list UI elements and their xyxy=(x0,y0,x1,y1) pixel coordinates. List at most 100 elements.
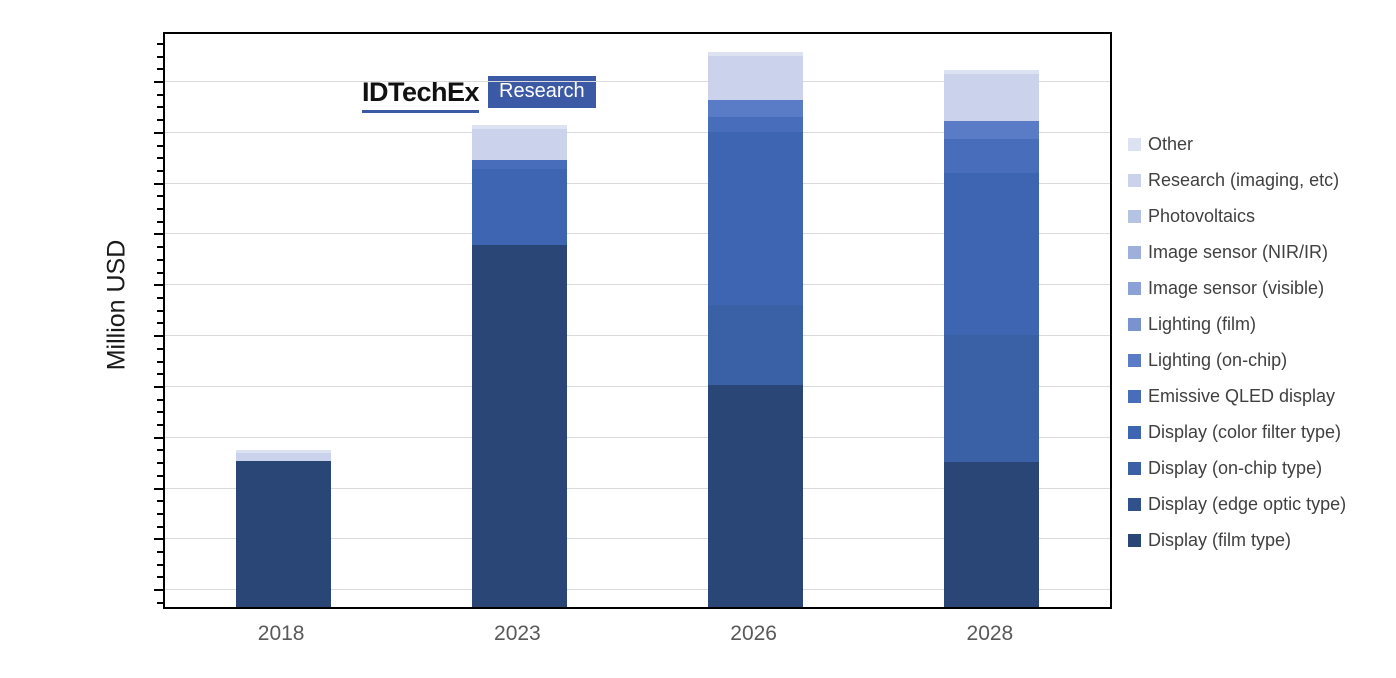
legend-item: Lighting (on-chip) xyxy=(1128,349,1396,371)
y-axis-minor-tick xyxy=(157,93,163,96)
y-gridline xyxy=(165,284,1110,286)
y-axis-major-tick xyxy=(154,436,163,439)
logo-underline xyxy=(362,109,480,113)
y-axis-major-tick xyxy=(154,81,163,83)
legend-label: Lighting (film) xyxy=(1148,313,1257,334)
y-axis-minor-tick xyxy=(157,322,163,325)
y-axis-minor-tick xyxy=(157,208,163,211)
x-axis-label-2026: 2026 xyxy=(730,622,777,645)
bar-segment-display-film-type xyxy=(235,461,331,607)
bar-group-2026 xyxy=(708,34,804,607)
y-axis-minor-tick xyxy=(157,551,163,554)
y-axis-minor-tick xyxy=(157,271,163,274)
x-axis-label-2018: 2018 xyxy=(257,622,305,645)
y-axis-minor-tick xyxy=(157,462,163,465)
bar-segment-display-film-type xyxy=(708,385,804,607)
y-axis-major-tick xyxy=(154,589,163,592)
y-axis-minor-tick xyxy=(157,144,163,147)
legend-label: Emissive QLED display xyxy=(1148,385,1336,406)
bar-segment-display-film-type xyxy=(471,245,567,607)
legend-label: Image sensor (NIR/IR) xyxy=(1148,241,1329,262)
y-axis-minor-tick xyxy=(157,42,163,45)
y-axis-minor-tick xyxy=(157,347,163,350)
bar-segment-research-imaging-etc xyxy=(235,453,331,461)
legend-swatch-icon xyxy=(1128,209,1141,223)
bar-group-2028 xyxy=(944,34,1040,607)
legend-swatch-icon xyxy=(1128,425,1141,439)
y-axis-minor-tick xyxy=(157,474,163,477)
y-gridline xyxy=(165,182,1110,184)
legend-item: Display (color filter type) xyxy=(1128,421,1396,443)
y-axis-major-tick xyxy=(154,182,163,185)
bar-segment-research-imaging-etc xyxy=(471,129,567,160)
y-gridline xyxy=(165,131,1110,133)
legend-label: Research (imaging, etc) xyxy=(1148,169,1340,190)
bar-segment-research-imaging-etc xyxy=(708,56,804,100)
bar-segment-display-on-chip-type xyxy=(944,335,1040,462)
legend-label: Other xyxy=(1148,133,1194,154)
legend-item: Photovoltaics xyxy=(1128,205,1396,227)
bar-segment-display-color-filter-type xyxy=(471,169,567,245)
plot-area: IDTechEx Research xyxy=(154,32,1112,609)
bar-segment-display-color-filter-type xyxy=(944,173,1040,335)
bar-segment-other xyxy=(944,70,1040,74)
legend-swatch-icon xyxy=(1128,389,1141,403)
legend-swatch-icon xyxy=(1128,497,1141,511)
y-axis-minor-tick xyxy=(157,296,163,299)
legend-item: Research (imaging, etc) xyxy=(1128,169,1396,191)
y-axis-major-tick xyxy=(154,131,163,134)
y-axis-minor-tick xyxy=(157,309,163,312)
y-axis-minor-tick xyxy=(157,195,163,198)
bar-segment-other xyxy=(708,52,804,56)
y-axis-minor-tick xyxy=(157,119,163,122)
y-axis-minor-tick xyxy=(157,169,163,172)
legend-item: Image sensor (NIR/IR) xyxy=(1128,241,1396,263)
bar-segment-emissive-qled-display xyxy=(944,139,1040,173)
bar-segment-display-on-chip-type xyxy=(708,305,804,385)
bar-segment-lighting-on-chip xyxy=(944,121,1040,139)
y-axis-minor-tick xyxy=(157,106,163,109)
y-gridline xyxy=(165,487,1110,489)
legend-label: Lighting (on-chip) xyxy=(1148,349,1288,370)
legend-swatch-icon xyxy=(1128,173,1141,187)
legend-label: Display (on-chip type) xyxy=(1148,457,1323,478)
legend-swatch-icon xyxy=(1128,281,1141,295)
y-axis-minor-tick xyxy=(157,500,163,503)
y-axis-minor-tick xyxy=(157,258,163,261)
bar-group-2018 xyxy=(235,34,331,607)
y-gridline xyxy=(165,335,1110,337)
y-axis-major-tick xyxy=(154,233,163,236)
y-axis-major-tick xyxy=(154,487,163,490)
y-axis-major-tick xyxy=(154,335,163,338)
legend-item: Image sensor (visible) xyxy=(1128,277,1396,299)
legend-label: Photovoltaics xyxy=(1148,205,1256,226)
bar-segment-other xyxy=(235,450,331,453)
bar-segment-other xyxy=(471,125,567,129)
bar-segment-lighting-on-chip xyxy=(708,100,804,117)
legend-swatch-icon xyxy=(1128,353,1141,367)
legend-label: Display (film type) xyxy=(1148,529,1292,550)
y-axis-minor-tick xyxy=(157,398,163,401)
y-axis-minor-tick xyxy=(157,411,163,414)
bar-segment-display-color-filter-type xyxy=(708,132,804,305)
y-gridline xyxy=(165,589,1110,591)
y-axis-minor-tick xyxy=(157,512,163,515)
legend-item: Display (on-chip type) xyxy=(1128,457,1396,479)
legend-label: Display (color filter type) xyxy=(1148,421,1342,442)
bar-segment-display-film-type xyxy=(944,462,1040,607)
legend-swatch-icon xyxy=(1128,317,1141,331)
y-axis-minor-tick xyxy=(157,68,163,71)
x-axis-label-2023: 2023 xyxy=(494,622,541,645)
legend-swatch-icon xyxy=(1128,137,1141,151)
y-axis-minor-tick xyxy=(157,525,163,528)
y-gridline xyxy=(165,436,1110,438)
x-axis-label-2028: 2028 xyxy=(966,622,1014,645)
y-axis-minor-tick xyxy=(157,601,163,604)
legend-item: Emissive QLED display xyxy=(1128,385,1396,407)
y-axis-minor-tick xyxy=(157,576,163,579)
bar-segment-emissive-qled-display xyxy=(708,117,804,132)
legend-swatch-icon xyxy=(1128,461,1141,475)
y-axis-minor-tick xyxy=(157,157,163,160)
y-gridline xyxy=(165,81,1110,82)
legend-item: Display (film type) xyxy=(1128,529,1396,551)
